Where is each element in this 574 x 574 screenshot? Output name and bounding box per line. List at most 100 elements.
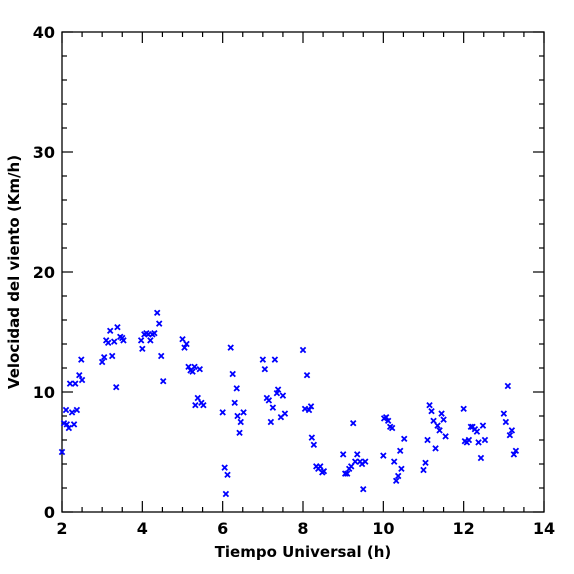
x-tick-label: 12 bbox=[453, 519, 475, 538]
data-point bbox=[159, 377, 167, 385]
data-point bbox=[271, 356, 279, 363]
data-point bbox=[66, 380, 74, 387]
data-point bbox=[320, 467, 328, 475]
data-point bbox=[481, 436, 489, 444]
x-tick-label: 6 bbox=[217, 519, 228, 538]
data-point bbox=[353, 451, 361, 458]
data-point bbox=[261, 365, 269, 373]
data-point bbox=[62, 406, 70, 414]
data-point bbox=[192, 401, 199, 409]
data-point bbox=[502, 418, 510, 426]
data-point bbox=[432, 445, 439, 452]
data-point bbox=[259, 356, 267, 363]
data-point bbox=[78, 376, 86, 384]
data-point bbox=[222, 490, 230, 498]
data-point bbox=[73, 406, 81, 414]
data-point bbox=[70, 421, 78, 428]
data-point bbox=[110, 338, 118, 345]
data-point bbox=[120, 337, 127, 344]
data-point bbox=[422, 459, 429, 467]
data-point bbox=[510, 451, 518, 458]
data-point bbox=[303, 371, 311, 379]
data-point bbox=[473, 428, 481, 435]
data-point bbox=[301, 405, 309, 413]
y-tick-label: 10 bbox=[33, 383, 55, 402]
data-point bbox=[234, 412, 241, 420]
data-point bbox=[269, 404, 277, 411]
data-point bbox=[221, 464, 228, 471]
data-point bbox=[219, 409, 226, 416]
data-point bbox=[477, 454, 485, 462]
data-point bbox=[339, 451, 347, 458]
data-point bbox=[267, 418, 275, 426]
data-point bbox=[420, 466, 427, 474]
data-point bbox=[100, 353, 108, 361]
data-point bbox=[305, 406, 313, 414]
data-point bbox=[139, 345, 146, 353]
data-point bbox=[426, 401, 433, 409]
data-point bbox=[349, 419, 357, 427]
data-point bbox=[442, 433, 449, 440]
data-point bbox=[196, 365, 204, 373]
x-tick-label: 14 bbox=[533, 519, 555, 538]
data-point bbox=[460, 405, 467, 413]
data-point bbox=[438, 410, 445, 417]
data-point bbox=[436, 427, 443, 434]
x-tick-label: 4 bbox=[137, 519, 148, 538]
data-point bbox=[467, 423, 475, 431]
axis-ticks bbox=[61, 31, 545, 513]
y-tick-label: 0 bbox=[44, 503, 55, 522]
data-point bbox=[360, 485, 367, 493]
data-point bbox=[106, 327, 114, 335]
data-point bbox=[398, 465, 405, 473]
data-point bbox=[434, 422, 441, 429]
y-tick-label: 40 bbox=[33, 23, 55, 42]
data-point bbox=[114, 323, 121, 331]
data-point bbox=[181, 344, 188, 351]
data-point bbox=[400, 435, 408, 443]
data-point bbox=[424, 436, 431, 444]
data-point bbox=[500, 410, 508, 417]
data-point bbox=[347, 463, 355, 470]
data-point bbox=[428, 407, 435, 415]
data-point bbox=[231, 399, 238, 407]
data-point bbox=[343, 470, 351, 477]
data-point bbox=[396, 447, 404, 455]
data-point bbox=[227, 344, 234, 351]
data-points bbox=[58, 309, 520, 498]
data-point bbox=[308, 434, 316, 441]
data-point bbox=[76, 371, 83, 379]
y-tick-label: 30 bbox=[33, 143, 55, 162]
data-point bbox=[307, 403, 315, 410]
data-point bbox=[63, 421, 71, 428]
x-tick-label: 2 bbox=[56, 519, 67, 538]
data-point bbox=[237, 418, 244, 426]
data-point bbox=[265, 397, 273, 404]
data-point bbox=[189, 368, 196, 375]
data-point bbox=[191, 363, 198, 371]
data-point bbox=[200, 401, 207, 409]
data-point bbox=[299, 346, 307, 354]
plot-frame bbox=[61, 31, 545, 513]
data-point bbox=[98, 358, 106, 366]
y-tick-label: 20 bbox=[33, 263, 55, 282]
data-point bbox=[155, 320, 163, 327]
data-point bbox=[229, 370, 236, 378]
data-point bbox=[504, 382, 512, 390]
data-point bbox=[475, 439, 482, 446]
data-point bbox=[380, 452, 387, 459]
data-point bbox=[512, 447, 520, 455]
data-point bbox=[508, 427, 516, 434]
data-point bbox=[65, 424, 73, 432]
data-point bbox=[157, 352, 165, 360]
data-point bbox=[465, 436, 473, 444]
data-point bbox=[233, 385, 240, 392]
data-point bbox=[108, 352, 116, 360]
data-point bbox=[151, 329, 158, 337]
data-point bbox=[104, 339, 112, 347]
axis-tick-labels: 2 4 6 8 10 12 14 0 10 20 30 40 bbox=[33, 23, 555, 538]
data-point bbox=[392, 477, 400, 485]
data-point bbox=[390, 458, 398, 465]
data-point bbox=[240, 409, 247, 416]
